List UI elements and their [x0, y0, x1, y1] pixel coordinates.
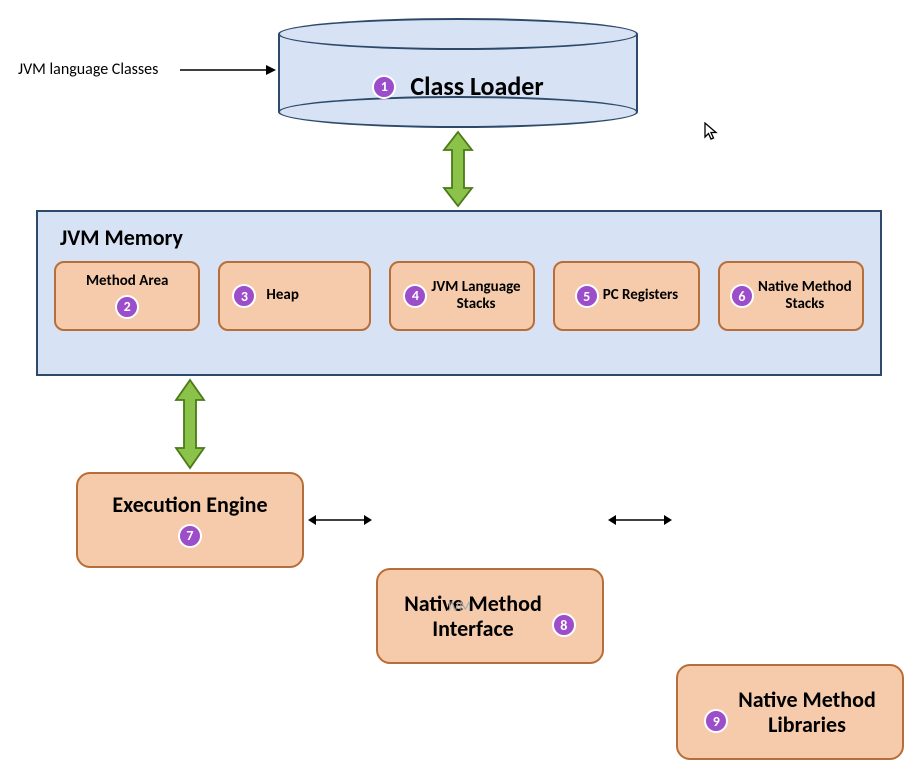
memory-row: Method Area 2 3 Heap 4 JVM LanguageStack… — [54, 261, 864, 331]
native-method-libraries-label: Native MethodLibraries — [738, 687, 876, 738]
arrow-memory-exec — [170, 378, 210, 470]
mem-method-area: Method Area 2 — [54, 261, 200, 331]
memory-title: JVM Memory — [60, 224, 864, 251]
arrow-ext-to-loader — [178, 60, 278, 80]
mem-native-stacks-label: Native MethodStacks — [758, 279, 852, 314]
native-method-interface-box: Native MethodInterface 8 — [376, 568, 604, 664]
mem-lang-stacks: 4 JVM LanguageStacks — [389, 261, 535, 331]
mem-lang-stacks-label: JVM LanguageStacks — [431, 279, 520, 314]
jvm-memory-panel: JVM Memory Method Area 2 3 Heap 4 JVM La… — [36, 210, 882, 376]
mem-heap-label: Heap — [266, 287, 298, 304]
badge-8: 8 — [552, 613, 576, 637]
badge-2: 2 — [115, 295, 139, 319]
arrow-exec-nmi — [306, 510, 374, 530]
execution-engine-label: Execution Engine — [112, 492, 267, 517]
cursor-icon — [704, 122, 720, 142]
mem-pc-registers-label: PC Registers — [603, 287, 678, 304]
execution-engine-box: Execution Engine 7 — [76, 472, 304, 568]
mem-heap: 3 Heap — [218, 261, 370, 331]
arrow-loader-memory — [438, 130, 478, 208]
badge-3: 3 — [232, 284, 256, 308]
jvm-diagram: JVM language Classes 1 Class Loader JVM … — [0, 0, 918, 629]
badge-4: 4 — [403, 284, 427, 308]
mem-native-stacks: 6 Native MethodStacks — [718, 261, 864, 331]
native-method-libraries-box: 9 Native MethodLibraries — [676, 664, 904, 760]
class-loader-cylinder: 1 Class Loader — [278, 18, 638, 128]
mem-pc-registers: 5 PC Registers — [553, 261, 699, 331]
diagram-caption: JVM — [0, 598, 918, 615]
badge-9: 9 — [704, 709, 728, 733]
badge-1: 1 — [372, 75, 396, 99]
arrow-nmi-lib — [606, 510, 674, 530]
badge-5: 5 — [575, 284, 599, 308]
badge-7: 7 — [178, 524, 202, 548]
mem-method-area-label: Method Area — [86, 273, 169, 290]
external-label: JVM language Classes — [18, 60, 158, 79]
class-loader-label: Class Loader — [410, 72, 543, 102]
badge-6: 6 — [730, 284, 754, 308]
